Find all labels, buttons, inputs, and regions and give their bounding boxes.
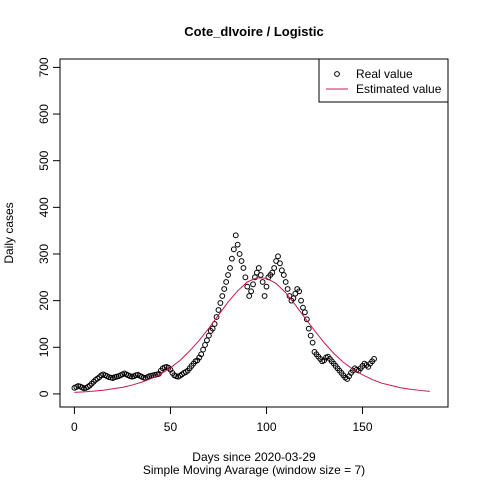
plot-frame [59, 58, 449, 408]
data-point [242, 274, 249, 281]
data-point [238, 258, 245, 264]
data-point [290, 295, 297, 302]
data-point [209, 325, 216, 332]
subtitle: Simple Moving Avarage (window size = 7) [143, 463, 365, 477]
legend-box [318, 58, 449, 103]
data-point [282, 279, 289, 285]
data-point [298, 297, 304, 304]
data-point [371, 356, 377, 362]
data-point [302, 309, 308, 316]
y-tick-label: 700 [37, 57, 51, 77]
data-point [303, 316, 310, 323]
data-point [204, 337, 210, 344]
data-point [305, 325, 312, 332]
estimated-line [74, 277, 430, 393]
data-point [205, 332, 212, 339]
data-point [257, 272, 264, 278]
data-point [269, 269, 276, 276]
data-point [309, 339, 316, 346]
x-tick-label: 100 [256, 420, 276, 434]
y-tick-label: 500 [37, 150, 51, 170]
legend-label: Real value [356, 67, 413, 81]
data-point [227, 265, 233, 271]
y-tick-label: 100 [37, 337, 51, 357]
x-tick-label: 150 [353, 420, 373, 434]
data-point [198, 351, 205, 358]
y-axis-label: Daily cases [2, 202, 16, 263]
data-point [246, 293, 253, 299]
data-point [259, 279, 266, 285]
data-point [263, 283, 270, 290]
data-point [202, 342, 208, 348]
x-tick-label: 50 [164, 420, 178, 434]
data-point [284, 286, 291, 292]
chart-title: Cote_dIvoire / Logistic [184, 24, 323, 39]
data-point [300, 304, 306, 311]
data-point [278, 267, 285, 274]
y-tick-label: 400 [37, 197, 51, 217]
data-point [244, 283, 251, 290]
data-point [230, 246, 237, 253]
data-point [217, 300, 224, 306]
data-point [240, 265, 247, 271]
data-point [271, 265, 278, 271]
data-point [275, 253, 281, 260]
data-point [223, 279, 230, 285]
data-point [221, 286, 228, 292]
y-tick-label: 300 [37, 244, 51, 264]
data-point [229, 255, 235, 262]
data-point [280, 272, 287, 278]
data-point [236, 251, 243, 257]
data-point [200, 346, 206, 353]
data-point [277, 260, 283, 267]
x-tick-label: 0 [71, 420, 78, 434]
data-point [248, 288, 255, 295]
y-tick-label: 600 [37, 104, 51, 124]
y-tick-label: 200 [37, 290, 51, 310]
data-point [213, 314, 220, 320]
data-point [261, 293, 268, 299]
data-point [255, 265, 262, 271]
data-point [250, 281, 256, 288]
data-point [232, 232, 239, 239]
legend-label: Estimated value [356, 82, 442, 96]
data-point [215, 307, 222, 313]
legend-point [334, 71, 340, 77]
data-point [234, 241, 241, 248]
x-axis-label: Days since 2020-03-29 [192, 450, 316, 464]
data-point [225, 272, 231, 278]
data-point [307, 332, 314, 339]
data-point [296, 288, 303, 295]
y-tick-label: 0 [37, 390, 51, 397]
data-point [219, 293, 226, 299]
